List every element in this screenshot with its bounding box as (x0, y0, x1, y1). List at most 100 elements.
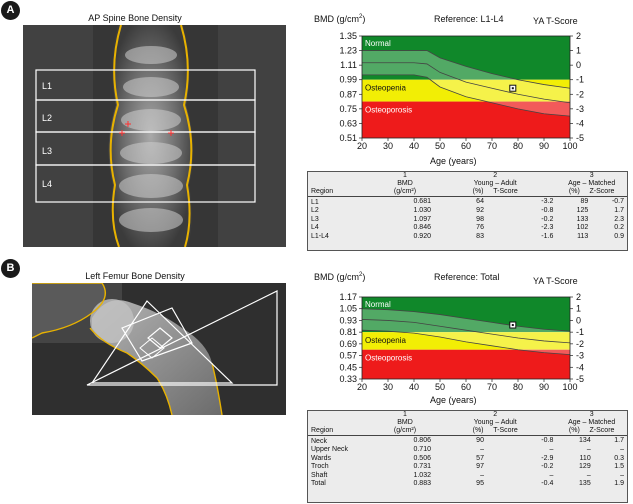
chart-a-y2tick-label: -1 (576, 75, 584, 85)
table-a-cell-bmd: 1.097 (413, 215, 431, 223)
table-b-cell-t: -0.8 (541, 437, 554, 444)
table-b-cell-am-pct: 134 (579, 437, 591, 444)
table-b-cell-z: 1.9 (614, 480, 624, 488)
chart-a-zone-osteopenia (362, 79, 570, 102)
chart-a-xtick-label: 50 (435, 141, 445, 151)
chart-b-reference-band (362, 308, 570, 355)
chart-a-ytick-label: 1.11 (340, 60, 357, 70)
spine-label-l1: L1 (42, 81, 53, 91)
chart-b-xtick-label: 50 (435, 382, 445, 392)
table-b-cell-ya-pct: 90 (476, 437, 484, 444)
table-a-col-young-adult: 2 Young – Adult (%) T-Score (434, 172, 557, 197)
table-b-cell-region: Neck (311, 438, 327, 445)
table-a-cell-ya-pct: 64 (476, 198, 484, 205)
table-b-cell-t: -0.4 (541, 480, 554, 488)
chart-b-ytick-label: 0.45 (339, 362, 357, 372)
table-a-cell-ya-pct: 83 (476, 232, 484, 240)
table-a-cell-ya-pct: 98 (476, 215, 484, 223)
chart-b-zone-normal (362, 297, 570, 333)
chart-a-bmd-label: BMD (g/cm2) (314, 14, 366, 24)
chart-b-ytick-label: 0.93 (339, 315, 357, 325)
spine-image-title: AP Spine Bone Density (88, 13, 182, 23)
chart-a-y2tick-label: -3 (576, 104, 584, 114)
chart-a-y2tick-label: 0 (576, 60, 581, 70)
table-a-cell-ya-pct: 92 (476, 207, 484, 215)
table-b-cell-region: Total (311, 480, 326, 488)
table-a-cell-region: L1-L4 (311, 232, 329, 240)
chart-b-patient-marker-dot (511, 324, 514, 327)
chart-b-curve-upper (361, 308, 571, 332)
table-a-cell-am-pct: 89 (580, 198, 589, 205)
table-a-cell-region: L1 (311, 199, 319, 206)
chart-b-bmd-label: BMD (g/cm2) (314, 272, 366, 282)
chart-a-xtick-label: 30 (383, 141, 393, 151)
chart-a-ytick-label: 0.51 (339, 133, 357, 143)
table-a-row: L3 1.097 98 -0.2 133 2.3 (308, 216, 627, 224)
chart-a-xlabel: Age (years) (430, 156, 477, 166)
chart-a-ytick-label: 0.99 (339, 75, 357, 85)
table-b-cell-t: – (549, 446, 554, 454)
table-b-cell-t: -0.2 (541, 463, 554, 471)
table-b-row: Shaft 1.032 – – – – (308, 472, 627, 480)
chart-b-xtick-label: 20 (357, 382, 367, 392)
table-b-cell-am-pct: – (586, 471, 591, 479)
chart-a-reference-band (362, 50, 570, 117)
chart-b-ytick-label: 0.69 (339, 339, 357, 349)
panel-a-badge: A (1, 1, 20, 20)
chart-a-xtick-label: 20 (357, 141, 367, 151)
table-b-cell-region: Troch (311, 463, 329, 471)
chart-b-curve-lower (361, 329, 571, 355)
chart-b-zone-osteopenia (362, 332, 570, 350)
chart-a-xtick-label: 40 (409, 141, 419, 151)
table-a-row: L2 1.030 92 -0.8 125 1.7 (308, 207, 627, 215)
table-b-cell-region: Wards (311, 454, 331, 462)
chart-b-y2tick-label: -3 (576, 351, 584, 361)
table-b-cell-z: 1.7 (614, 437, 624, 444)
table-b-cell-am-pct: 135 (579, 480, 591, 488)
chart-a-ytick-label: 1.23 (339, 46, 357, 56)
chart-a-zone-normal-label: Normal (365, 39, 391, 48)
chart-b-xtick-label: 70 (487, 382, 497, 392)
table-b-row: Wards 0.506 57 -2.9 110 0.3 (308, 455, 627, 463)
chart-a-y2tick-label: -5 (576, 133, 584, 143)
chart-b-curve-mean (361, 319, 571, 344)
chart-b-xlabel: Age (years) (430, 395, 477, 405)
chart-a-zone-osteoporosis (362, 101, 570, 138)
table-b-cell-t: -2.9 (541, 454, 554, 462)
spine-label-l2: L2 (42, 113, 53, 123)
table-a-cell-ya-pct: 76 (476, 224, 484, 232)
femur-image-title: Left Femur Bone Density (85, 271, 185, 281)
table-a-col-age-matched: 3 Age – Matched (%) Z-Score (556, 172, 627, 197)
chart-b-y2tick-label: -2 (576, 339, 584, 349)
chart-b-y2tick-label: 0 (576, 315, 581, 325)
table-a-cell-bmd: 0.846 (413, 224, 431, 232)
table-b-col-region: Region (308, 411, 376, 436)
chart-a-curve-mean (362, 62, 571, 104)
table-b-row: Total 0.883 95 -0.4 135 1.9 (308, 480, 627, 488)
table-b-row: Troch 0.731 97 -0.2 129 1.5 (308, 463, 627, 471)
table-b-cell-bmd: 0.710 (413, 446, 431, 454)
chart-b-y2tick-label: 1 (576, 304, 581, 314)
chart-a-ytick-label: 0.63 (339, 118, 357, 128)
chart-b-ytick-label: 0.33 (339, 374, 357, 384)
chart-b-ytick-label: 1.05 (339, 304, 357, 314)
chart-a-curve-lower (362, 74, 571, 117)
table-b-cell-z: – (620, 446, 624, 454)
table-a-cell-z: 0.9 (614, 232, 624, 240)
table-b-cell-bmd: 1.032 (413, 471, 431, 479)
chart-a-patient-marker-dot (511, 87, 514, 90)
table-a-cell-bmd: 0.681 (413, 198, 431, 205)
femur-scan-image (32, 283, 286, 415)
table-b-cell-ya-pct: 95 (476, 480, 484, 488)
table-b-cell-region: Upper Neck (311, 446, 348, 454)
chart-b-zone-osteoporosis-label: Osteoporosis (365, 354, 412, 363)
table-b-cell-region: Shaft (311, 471, 328, 479)
table-b-cell-z: 0.3 (614, 454, 624, 462)
table-a-cell-bmd: 0.920 (413, 232, 431, 240)
chart-b-y2tick-label: -1 (576, 327, 584, 337)
table-b-cell-z: – (620, 471, 624, 479)
table-b-col-bmd: 1 BMD (g/cm²) (376, 411, 434, 436)
chart-a-xtick-label: 100 (562, 141, 577, 151)
chart-a-ytick-label: 0.87 (339, 89, 357, 99)
